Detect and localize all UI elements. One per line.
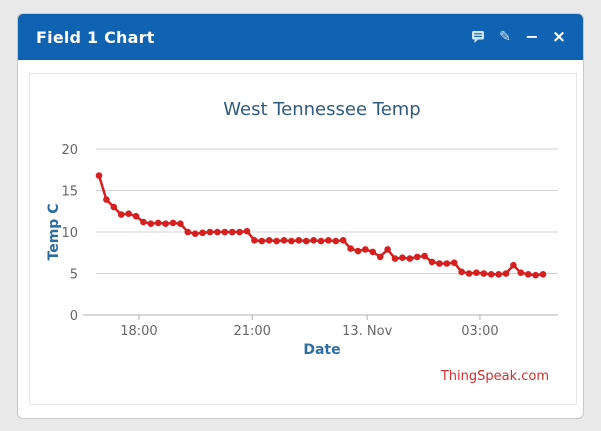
data-point-marker [413, 253, 421, 261]
chart-widget-panel: Field 1 Chart ✎ − × 0 5 10 15 20 18:00 21:00 13… [17, 13, 584, 419]
data-point-marker [169, 219, 177, 227]
data-point-marker [332, 237, 340, 245]
data-point-marker [206, 228, 214, 236]
data-point-marker [458, 268, 465, 276]
y-axis-title: Temp C [46, 203, 62, 261]
data-point-marker [421, 252, 428, 260]
widget-header-actions: ✎ − × [470, 26, 567, 47]
x-axis-title: Date [303, 342, 341, 358]
data-point-marker [399, 254, 406, 261]
data-point-marker [539, 271, 547, 278]
data-point-marker [95, 172, 103, 179]
data-point-marker [376, 253, 384, 261]
widget-title: Field 1 Chart [36, 27, 155, 47]
data-point-marker [354, 247, 362, 255]
data-point-marker [473, 269, 480, 276]
data-point-marker [214, 228, 221, 236]
data-point-marker [199, 229, 206, 237]
data-point-marker [258, 237, 266, 245]
data-point-marker [487, 271, 495, 278]
x-tick-label: 13. Nov [342, 324, 392, 339]
data-point-marker [436, 260, 443, 267]
data-point-marker [502, 270, 510, 277]
y-tick-label: 10 [61, 226, 78, 241]
data-point-marker [273, 237, 280, 245]
data-point-marker [391, 255, 399, 262]
data-point-marker [465, 270, 473, 277]
chart-title: West Tennessee Temp [223, 99, 421, 120]
collapse-icon[interactable]: − [525, 27, 539, 46]
data-point-marker [221, 228, 229, 236]
data-point-marker [228, 228, 236, 236]
temperature-line-chart: 0 5 10 15 20 18:00 21:00 13. Nov 03:00 [61, 143, 558, 339]
data-point-marker [184, 228, 192, 236]
y-tick-label: 20 [61, 143, 78, 158]
data-point-marker [177, 220, 184, 227]
x-tick-label: 18:00 [120, 324, 157, 339]
data-point-marker [428, 258, 436, 266]
data-point-marker [162, 220, 169, 227]
edit-pencil-icon[interactable]: ✎ [499, 29, 511, 45]
data-point-marker [347, 245, 354, 252]
data-point-marker [339, 237, 347, 244]
data-point-marker [280, 237, 288, 244]
data-point-marker [317, 237, 325, 245]
data-point-marker [191, 230, 199, 237]
x-tick-label: 03:00 [461, 324, 498, 339]
annotation-bubble-icon[interactable] [470, 29, 486, 45]
data-point-marker [450, 259, 458, 266]
data-point-marker [243, 227, 251, 235]
data-point-marker [103, 196, 110, 203]
data-point-marker [295, 237, 303, 244]
data-point-marker [310, 237, 317, 244]
data-point-marker [325, 237, 332, 244]
data-point-marker [125, 210, 132, 217]
data-point-marker [362, 246, 369, 253]
data-point-marker [384, 246, 391, 253]
data-point-marker [369, 248, 377, 256]
chart-container: 0 5 10 15 20 18:00 21:00 13. Nov 03:00 West Tenn… [29, 73, 577, 405]
data-point-marker [147, 220, 155, 227]
data-point-marker [140, 218, 147, 226]
data-point-marker [236, 228, 243, 236]
data-point-marker [110, 203, 118, 211]
data-point-marker [117, 211, 125, 218]
data-point-marker [265, 237, 273, 244]
x-tick-label: 21:00 [233, 324, 270, 339]
y-tick-label: 15 [61, 185, 78, 200]
data-point-marker [288, 237, 295, 245]
widget-header: Field 1 Chart ✎ − × [18, 14, 583, 60]
data-point-marker [532, 271, 539, 279]
y-tick-label: 0 [70, 309, 78, 324]
thingspeak-credit-link[interactable]: ThingSpeak.com [440, 369, 549, 384]
data-point-marker [517, 269, 525, 276]
data-point-marker [302, 237, 310, 245]
data-point-marker [510, 261, 517, 269]
data-point-marker [524, 271, 532, 278]
data-point-marker [132, 212, 140, 220]
data-point-marker [480, 270, 488, 277]
data-point-marker [154, 219, 162, 227]
data-point-marker [443, 260, 451, 267]
data-point-marker [406, 255, 414, 262]
data-point-marker [251, 237, 258, 244]
close-icon[interactable]: × [551, 26, 567, 47]
y-tick-label: 5 [70, 268, 78, 283]
data-point-marker [495, 271, 502, 278]
